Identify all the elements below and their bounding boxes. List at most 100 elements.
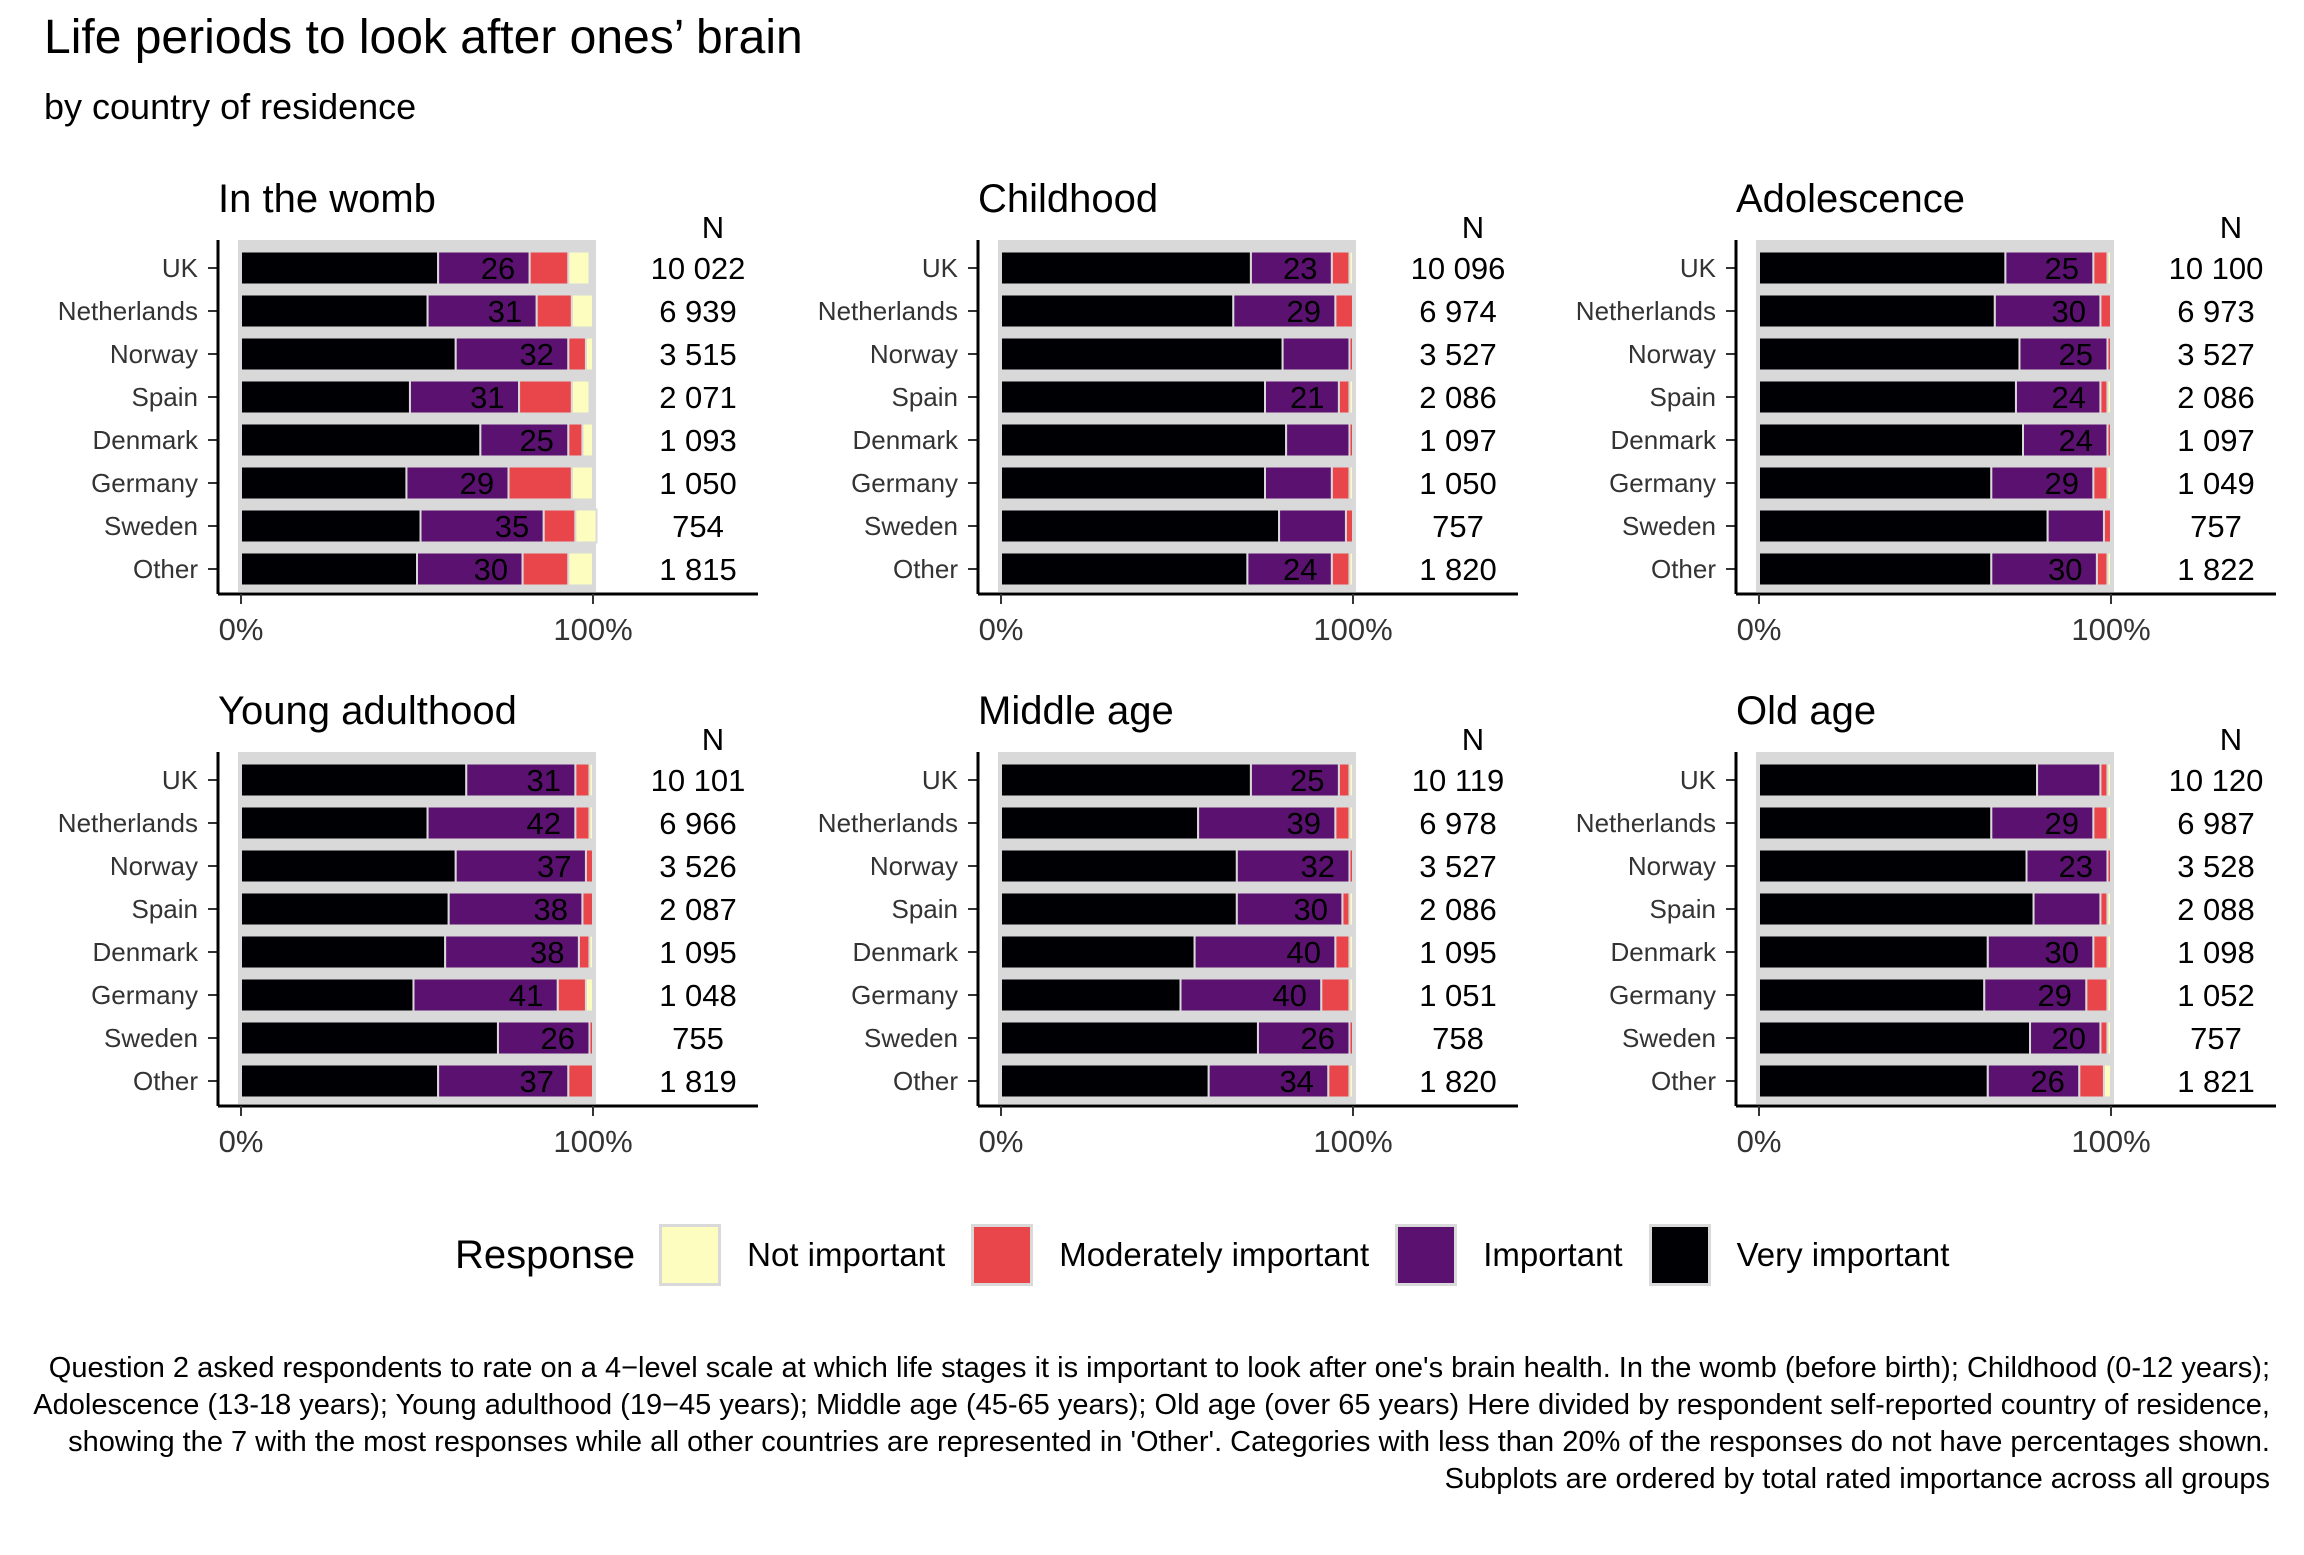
bar-old-age-other-important [1986,1063,2081,1099]
n-value-in-the-womb-spain: 2 071 [659,380,737,415]
n-value-middle-age-uk: 10 119 [1412,763,1505,798]
bar-adolescence-norway-important [2018,336,2109,372]
bar-young-adulthood-netherlands-very-important [240,805,429,841]
bar-old-age-netherlands-important [1990,805,2095,841]
y-tick-label-old-age-germany: Germany [1609,980,1716,1010]
n-value-old-age-uk: 10 120 [2169,763,2264,798]
bar-old-age-sweden-very-important [1758,1020,2032,1056]
legend-item-very-important: Very important [1648,1224,1949,1286]
bar-in-the-womb-denmark-not-important [581,422,595,458]
bar-middle-age-spain-important [1235,891,1344,927]
bar-in-the-womb-spain-not-important [570,379,591,415]
n-value-childhood-sweden: 757 [1432,509,1484,544]
n-value-in-the-womb-denmark: 1 093 [659,423,737,458]
n-value-middle-age-spain: 2 086 [1419,892,1497,927]
n-value-childhood-spain: 2 086 [1419,380,1497,415]
y-tick-label-old-age-denmark: Denmark [1611,937,1717,967]
y-tick-label-old-age-uk: UK [1680,765,1717,795]
panel-title-middle-age: Middle age [978,689,1174,733]
n-value-old-age-other: 1 821 [2177,1064,2255,1099]
bar-adolescence-denmark-moderately-important [2106,422,2112,458]
bar-old-age-uk-important [2036,762,2102,798]
y-tick-label-young-adulthood-germany: Germany [91,980,198,1010]
y-tick-label-in-the-womb-norway: Norway [110,339,198,369]
y-tick-label-young-adulthood-spain: Spain [132,894,199,924]
y-tick-label-middle-age-sweden: Sweden [864,1023,958,1053]
y-tick-label-in-the-womb-denmark: Denmark [93,425,199,455]
n-value-middle-age-other: 1 820 [1419,1064,1497,1099]
n-value-middle-age-denmark: 1 095 [1419,935,1497,970]
bar-adolescence-germany-not-important [2106,465,2112,501]
y-tick-label-adolescence-germany: Germany [1609,468,1716,498]
chart-subtitle: by country of residence [44,86,417,127]
y-tick-label-adolescence-uk: UK [1680,253,1717,283]
bar-middle-age-denmark-very-important [1000,934,1196,970]
data-label-adolescence-other-important: 30 [2048,552,2082,587]
n-value-adolescence-spain: 2 086 [2177,380,2255,415]
bar-middle-age-spain-very-important [1000,891,1238,927]
bar-in-the-womb-netherlands-important [426,293,538,329]
x-tick-label-childhood-100: 100% [1313,612,1392,647]
bar-in-the-womb-germany-not-important [570,465,595,501]
y-tick-label-childhood-spain: Spain [892,382,959,412]
y-tick-label-childhood-uk: UK [922,253,959,283]
data-label-in-the-womb-denmark-important: 25 [519,423,553,458]
bar-young-adulthood-spain-moderately-important [581,891,595,927]
data-label-middle-age-norway-important: 32 [1301,849,1335,884]
x-tick-label-old-age-100: 100% [2071,1124,2150,1159]
bar-childhood-germany-very-important [1000,465,1266,501]
n-value-adolescence-norway: 3 527 [2177,337,2255,372]
panel-title-adolescence: Adolescence [1736,177,1965,221]
bar-adolescence-spain-important [2014,379,2102,415]
bar-childhood-spain-very-important [1000,379,1266,415]
x-tick-label-in-the-womb-100: 100% [553,612,632,647]
bar-in-the-womb-uk-moderately-important [528,250,570,286]
n-header-young-adulthood: N [702,722,724,757]
y-tick-label-young-adulthood-netherlands: Netherlands [58,808,198,838]
n-value-childhood-denmark: 1 097 [1419,423,1497,458]
legend-swatch-very-important [1648,1224,1711,1286]
y-tick-label-middle-age-germany: Germany [851,980,958,1010]
y-tick-label-childhood-norway: Norway [870,339,958,369]
bar-childhood-norway-very-important [1000,336,1284,372]
bar-middle-age-spain-not-important [1348,891,1354,927]
bar-old-age-uk-moderately-important [2099,762,2109,798]
data-label-young-adulthood-denmark-important: 38 [530,935,564,970]
n-value-adolescence-denmark: 1 097 [2177,423,2255,458]
n-value-childhood-uk: 10 096 [1411,251,1506,286]
bar-young-adulthood-sweden-very-important [240,1020,499,1056]
bar-young-adulthood-uk-moderately-important [574,762,591,798]
bar-middle-age-netherlands-moderately-important [1334,805,1351,841]
data-label-childhood-other-important: 24 [1283,552,1317,587]
data-label-young-adulthood-norway-important: 37 [537,849,571,884]
bar-in-the-womb-spain-moderately-important [518,379,573,415]
n-value-old-age-norway: 3 528 [2177,849,2255,884]
bar-in-the-womb-other-important [416,551,524,587]
bar-young-adulthood-spain-very-important [240,891,450,927]
data-label-old-age-other-important: 26 [2030,1064,2064,1099]
n-value-adolescence-sweden: 757 [2190,509,2242,544]
data-label-young-adulthood-spain-important: 38 [534,892,568,927]
bar-old-age-uk-very-important [1758,762,2039,798]
y-tick-label-in-the-womb-spain: Spain [132,382,199,412]
bar-adolescence-germany-important [1990,465,2095,501]
y-tick-label-middle-age-spain: Spain [892,894,959,924]
n-value-middle-age-germany: 1 051 [1419,978,1497,1013]
bar-middle-age-norway-very-important [1000,848,1238,884]
bar-old-age-norway-important [2025,848,2109,884]
bar-adolescence-uk-not-important [2106,250,2112,286]
bar-old-age-denmark-important [1986,934,2095,970]
bar-middle-age-norway-moderately-important [1348,848,1354,884]
bar-old-age-netherlands-very-important [1758,805,1993,841]
bar-old-age-spain-important [2032,891,2102,927]
n-value-old-age-sweden: 757 [2190,1021,2242,1056]
y-tick-label-adolescence-spain: Spain [1650,382,1717,412]
n-value-in-the-womb-norway: 3 515 [659,337,737,372]
data-label-middle-age-spain-important: 30 [1294,892,1328,927]
bar-in-the-womb-netherlands-very-important [240,293,429,329]
data-label-old-age-germany-important: 29 [2037,978,2071,1013]
bar-adolescence-germany-moderately-important [2092,465,2109,501]
x-tick-label-middle-age-0: 0% [979,1124,1024,1159]
bar-in-the-womb-sweden-very-important [240,508,422,544]
bar-middle-age-denmark-not-important [1348,934,1354,970]
